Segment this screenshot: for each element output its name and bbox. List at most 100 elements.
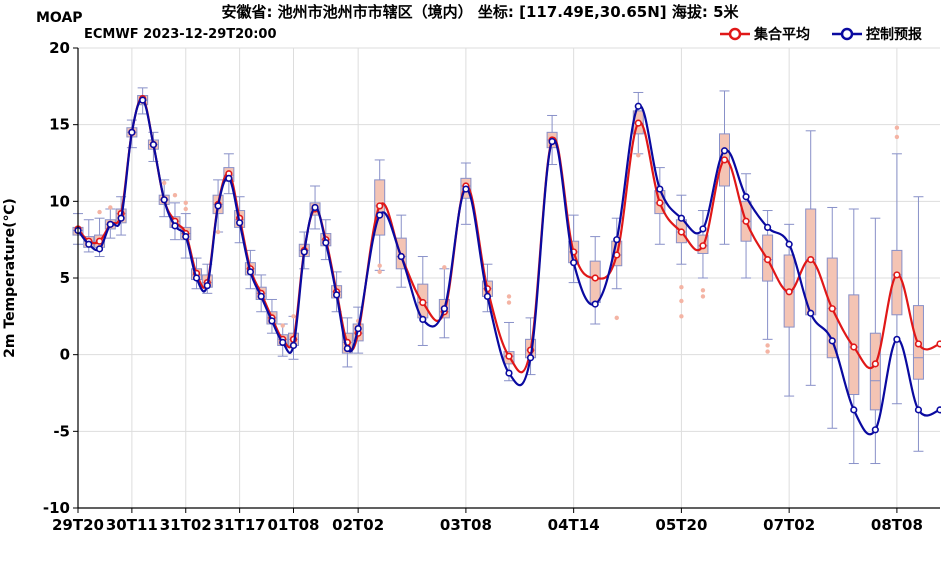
x-tick-label: 07T02 (763, 516, 815, 534)
outlier-point (679, 314, 684, 319)
y-tick-labels: -10 -5 0 5 10 15 20 (43, 39, 78, 517)
y-tick-label: 5 (60, 269, 70, 287)
x-tick-label: 31T02 (160, 516, 212, 534)
chart-title: 安徽省: 池州市池州市市辖区（境内） 坐标: [117.49E,30.65N] … (221, 3, 739, 21)
boxplot (438, 268, 450, 339)
outlier-point (700, 288, 706, 293)
y-tick-label: 20 (49, 39, 70, 57)
outlier-point (614, 315, 619, 321)
series-point-control (139, 96, 147, 104)
outlier-point (679, 285, 684, 290)
box-iqr (589, 260, 601, 304)
series-point-ensemble-mean (720, 156, 729, 164)
box-iqr (869, 332, 881, 411)
brand-label: MOAP (36, 10, 83, 26)
series-point-control (677, 214, 686, 222)
series-point-control (95, 245, 104, 253)
series-point-control (807, 309, 815, 317)
series-point-control (171, 222, 179, 230)
x-tick-label: 02T02 (332, 516, 384, 534)
series-point-ensemble-mean (677, 228, 686, 236)
series-point-ensemble-mean (95, 237, 104, 245)
series-point-control (893, 335, 901, 343)
series-point-ensemble-mean (785, 288, 793, 296)
series-point-control (699, 225, 707, 233)
series-point-ensemble-mean (591, 274, 599, 282)
outlier-point (679, 298, 684, 304)
series-point-control (742, 193, 750, 201)
model-run-label: ECMWF 2023-12-29T20:00 (84, 27, 277, 42)
legend-item-ensemble-mean[interactable]: 集合平均 (720, 26, 810, 43)
outlier-point (506, 294, 512, 299)
outlier-point (636, 153, 641, 158)
series-point-control (354, 325, 362, 333)
outlier-point (377, 263, 382, 268)
boxplot (869, 217, 881, 465)
series-point-control (936, 406, 941, 414)
series-point-control (300, 248, 308, 256)
series-point-control (505, 369, 513, 377)
boxplot (395, 214, 407, 288)
series-point-ensemble-mean (699, 242, 707, 250)
ensemble-outliers (97, 125, 900, 354)
x-tick-label: 05T20 (655, 516, 707, 534)
series-point-control (720, 147, 729, 155)
series-point-control (311, 203, 319, 212)
legend-label-ensemble-mean: 集合平均 (753, 26, 810, 43)
series-point-control (117, 214, 125, 222)
legend-label-control: 控制预报 (866, 26, 922, 43)
outlier-point (700, 294, 706, 299)
series-point-control (634, 102, 642, 110)
y-tick-label: 15 (49, 116, 70, 134)
y-tick-label: -10 (43, 499, 70, 517)
outlier-point (291, 314, 296, 319)
series-point-control (613, 236, 621, 244)
x-tick-label: 03T08 (440, 516, 492, 534)
y-tick-label: -5 (53, 422, 70, 440)
series-point-control (462, 185, 470, 193)
series-point-control (828, 337, 836, 345)
outlier-point (97, 209, 102, 215)
legend: 集合平均 控制预报 (720, 26, 922, 43)
series-point-ensemble-mean (376, 202, 384, 210)
series-point-control (850, 406, 858, 414)
legend-item-control[interactable]: 控制预报 (832, 26, 922, 43)
series-point-ensemble-mean (656, 199, 664, 207)
outlier-point (442, 265, 447, 270)
x-tick-label: 29T20 (52, 516, 104, 534)
x-tick-label: 04T14 (548, 516, 600, 534)
outlier-point (765, 343, 770, 348)
series-point-control (397, 252, 405, 261)
series-point-control (526, 354, 535, 362)
outlier-point (894, 125, 900, 130)
series-lines (74, 94, 941, 436)
series-point-control (182, 233, 190, 241)
series-point-control (591, 300, 599, 308)
y-tick-label: 10 (49, 192, 70, 210)
outlier-point (377, 269, 382, 275)
series-point-control (225, 174, 233, 182)
series-point-control (914, 406, 923, 414)
series-point-control (160, 196, 168, 204)
series-point-ensemble-mean (850, 343, 858, 351)
series-point-control (483, 292, 492, 301)
series-point-ensemble-mean (828, 305, 836, 313)
series-point-control (548, 137, 556, 146)
series-point-ensemble-mean (807, 256, 815, 264)
boxplot (848, 208, 860, 465)
series-point-control (236, 219, 244, 227)
series-point-control (333, 291, 341, 299)
series-point-ensemble-mean (936, 340, 941, 348)
y-axis-label: 2m Temperature(℃) (2, 198, 18, 358)
series-point-control (257, 292, 265, 301)
series-point-control (246, 268, 254, 276)
series-point-control (192, 274, 201, 282)
series-point-ensemble-mean (893, 271, 901, 279)
outlier-point (108, 205, 113, 210)
outlier-point (183, 206, 188, 212)
ensemble-boxplots (72, 87, 924, 465)
series-point-control (279, 338, 287, 347)
outlier-point (280, 323, 285, 328)
series-point-control (376, 211, 384, 219)
legend-marker-ensemble-mean (728, 27, 742, 41)
